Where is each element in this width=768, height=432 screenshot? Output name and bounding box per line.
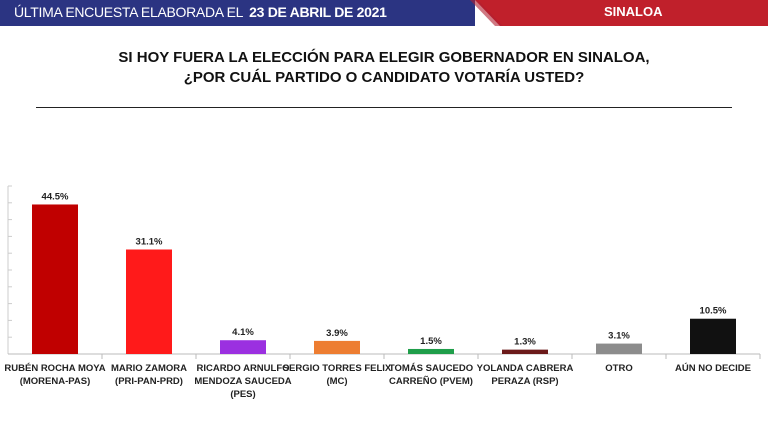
category-label: RICARDO ARNULFO [196,363,289,374]
category-label: CARREÑO (PVEM) [389,376,473,387]
category-label: (MORENA-PAS) [20,376,91,387]
bar [690,318,736,354]
data-label: 44.5% [42,191,69,202]
survey-date-label: ÚLTIMA ENCUESTA ELABORADA EL 23 DE ABRIL … [14,4,387,20]
bar [596,343,642,354]
category-label: SERGIO TORRES FELIX [283,363,392,374]
title-line-1: SI HOY FUERA LA ELECCIÓN PARA ELEGIR GOB… [118,49,650,66]
header-background [0,0,768,26]
data-label: 10.5% [700,306,727,317]
chart-title: SI HOY FUERA LA ELECCIÓN PARA ELEGIR GOB… [0,48,768,88]
title-divider [36,107,732,108]
data-label: 31.1% [136,237,163,248]
category-label: MENDOZA SAUCEDA [194,376,291,387]
category-label: RUBÉN ROCHA MOYA [4,363,105,374]
bar [408,348,454,354]
category-label: (PES) [230,389,255,400]
bar [314,340,360,354]
category-label: MARIO ZAMORA [111,363,187,374]
category-label: (PRI-PAN-PRD) [115,376,183,387]
header-prefix: ÚLTIMA ENCUESTA ELABORADA EL [14,4,244,20]
bar [220,340,266,354]
data-label: 4.1% [232,327,254,338]
header-date: 23 DE ABRIL DE 2021 [249,4,387,20]
category-label: PERAZA (RSP) [491,376,558,387]
category-label: (MC) [326,376,347,387]
header-banner: ÚLTIMA ENCUESTA ELABORADA EL 23 DE ABRIL … [0,0,768,26]
category-label: TOMÁS SAUCEDO [389,363,473,374]
category-label: YOLANDA CABRERA [477,363,574,374]
title-line-2: ¿POR CUÁL PARTIDO O CANDIDATO VOTARÍA US… [183,69,585,86]
data-label: 3.9% [326,328,348,339]
bar [126,249,172,354]
data-label: 1.5% [420,336,442,347]
category-label: OTRO [605,363,632,374]
region-label: SINALOA [604,4,663,19]
bar [502,349,548,354]
data-label: 3.1% [608,331,630,342]
category-label: AÚN NO DECIDE [675,362,751,374]
bar [32,204,78,354]
data-label: 1.3% [514,337,536,348]
